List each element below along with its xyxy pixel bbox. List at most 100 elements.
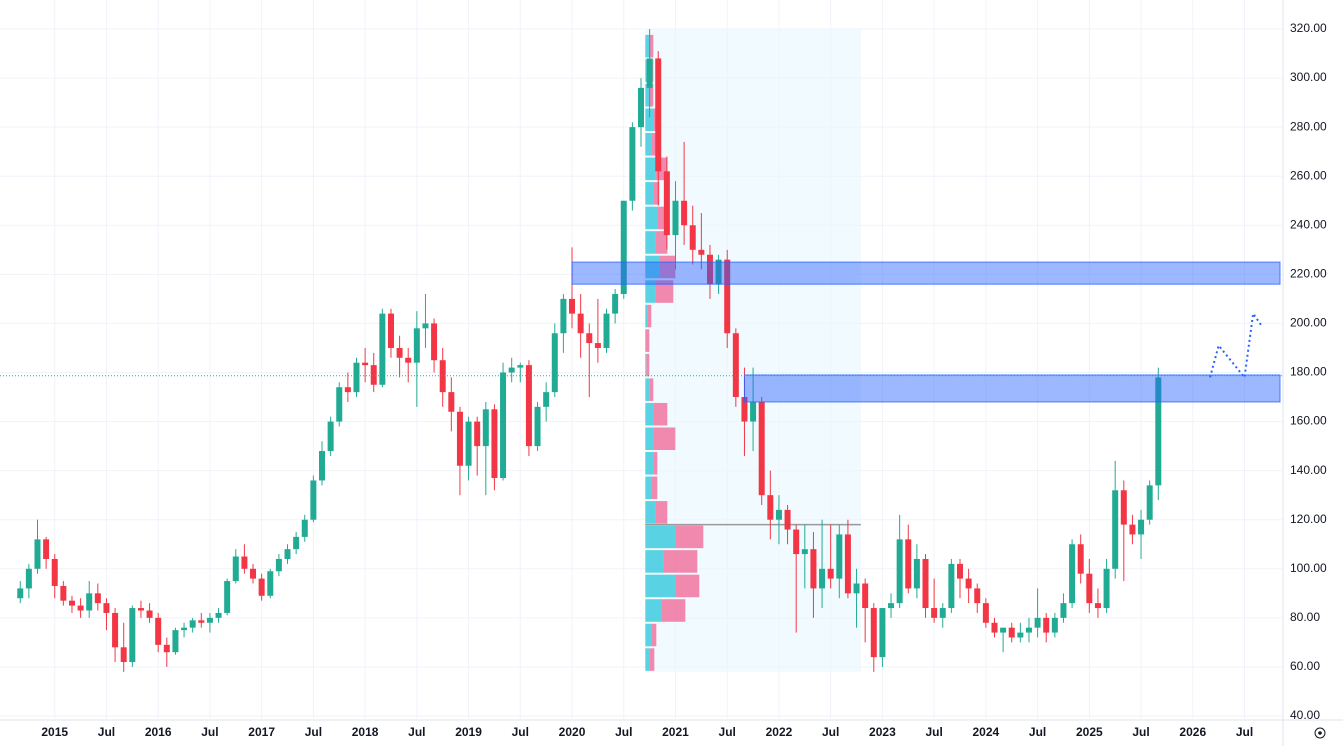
candle-body xyxy=(94,593,101,604)
candle-body xyxy=(267,571,274,596)
y-tick-label: 220.00 xyxy=(1290,267,1327,281)
x-tick-label: Jul xyxy=(925,725,942,739)
candle-body xyxy=(86,593,93,611)
y-tick-label: 300.00 xyxy=(1290,70,1327,84)
volume-down xyxy=(651,133,658,156)
volume-up xyxy=(645,550,664,573)
candle-body xyxy=(189,620,196,628)
x-tick-label: 2017 xyxy=(248,725,275,739)
candle-body xyxy=(888,603,895,609)
candle-body xyxy=(638,87,644,128)
volume-up xyxy=(645,304,648,328)
candle-body xyxy=(750,401,757,422)
candle-body xyxy=(319,451,325,481)
y-tick-label: 280.00 xyxy=(1290,119,1327,133)
volume-up xyxy=(645,427,654,451)
candle-body xyxy=(896,539,903,604)
volume-up xyxy=(645,133,652,156)
candle-body xyxy=(931,608,938,618)
candle-body xyxy=(517,365,524,368)
volume-down xyxy=(649,83,654,107)
volume-down xyxy=(655,231,668,254)
candle-body xyxy=(681,200,688,226)
candle-body xyxy=(706,254,713,285)
settings-icon[interactable] xyxy=(1314,727,1326,739)
volume-down xyxy=(675,574,700,598)
candle-body xyxy=(163,644,170,653)
candle-body xyxy=(112,612,119,648)
candle-body xyxy=(784,509,791,530)
volume-down xyxy=(649,34,654,58)
candle-body xyxy=(362,362,369,366)
candle-body xyxy=(741,397,748,422)
volume-down xyxy=(675,525,704,549)
candle-body xyxy=(431,323,438,361)
candle-body xyxy=(500,372,507,479)
candle-body xyxy=(672,200,679,236)
candle-body xyxy=(586,333,593,344)
candle-body xyxy=(957,563,963,579)
volume-down xyxy=(659,255,676,279)
y-tick-label: 80.00 xyxy=(1290,610,1320,624)
candle-body xyxy=(1129,524,1136,535)
candle-body xyxy=(801,549,808,555)
volume-down xyxy=(646,353,650,377)
candle-body xyxy=(715,259,722,285)
candle-body xyxy=(1146,485,1153,520)
candle-body xyxy=(758,401,765,496)
volume-down xyxy=(653,402,668,426)
candle-body xyxy=(68,600,75,606)
candle-body xyxy=(1103,568,1110,609)
candle-body xyxy=(982,603,989,623)
candle-body xyxy=(456,411,463,466)
zone xyxy=(571,261,1281,285)
candle-body xyxy=(974,588,981,604)
x-tick-label: 2020 xyxy=(559,725,586,739)
candle-body xyxy=(939,608,946,618)
candle-body xyxy=(1043,617,1050,633)
candle-body xyxy=(775,509,782,520)
y-tick-label: 160.00 xyxy=(1290,414,1327,428)
candle-body xyxy=(525,365,532,447)
candle-body xyxy=(767,495,774,520)
candle-body xyxy=(689,225,696,250)
candle-body xyxy=(474,421,481,447)
volume-down xyxy=(651,476,658,500)
volume-down xyxy=(661,599,686,622)
candle-body xyxy=(491,409,498,479)
candle-body xyxy=(241,556,248,569)
candle-body xyxy=(34,539,41,569)
candle-body xyxy=(206,617,213,623)
candle-body xyxy=(991,622,998,633)
candle-body xyxy=(224,581,231,613)
x-tick-label: 2015 xyxy=(41,725,68,739)
x-tick-label: 2018 xyxy=(352,725,379,739)
candle-body xyxy=(293,536,300,550)
candle-body xyxy=(827,568,834,579)
candle-body xyxy=(43,539,50,559)
y-tick-label: 180.00 xyxy=(1290,365,1327,379)
candle-body xyxy=(379,313,386,385)
candle-body xyxy=(370,365,377,385)
volume-down xyxy=(649,648,655,671)
candle-body xyxy=(232,556,239,582)
volume-up xyxy=(645,599,662,622)
x-tick-label: Jul xyxy=(1132,725,1149,739)
candle-body xyxy=(913,558,920,589)
volume-down xyxy=(653,182,660,205)
volume-up xyxy=(645,255,660,279)
candle-body xyxy=(922,558,929,609)
candle-body xyxy=(439,360,446,393)
x-tick-label: Jul xyxy=(1236,725,1253,739)
volume-up xyxy=(645,525,676,549)
candle-body xyxy=(396,347,403,358)
volume-down xyxy=(651,623,657,647)
x-tick-label: 2026 xyxy=(1179,725,1206,739)
candle-body xyxy=(508,367,515,373)
volume-up xyxy=(645,574,676,598)
x-tick-label: Jul xyxy=(305,725,322,739)
x-tick-label: 2016 xyxy=(145,725,172,739)
x-tick-label: 2022 xyxy=(766,725,793,739)
candle-body xyxy=(1086,573,1093,604)
candle-body xyxy=(77,605,84,611)
